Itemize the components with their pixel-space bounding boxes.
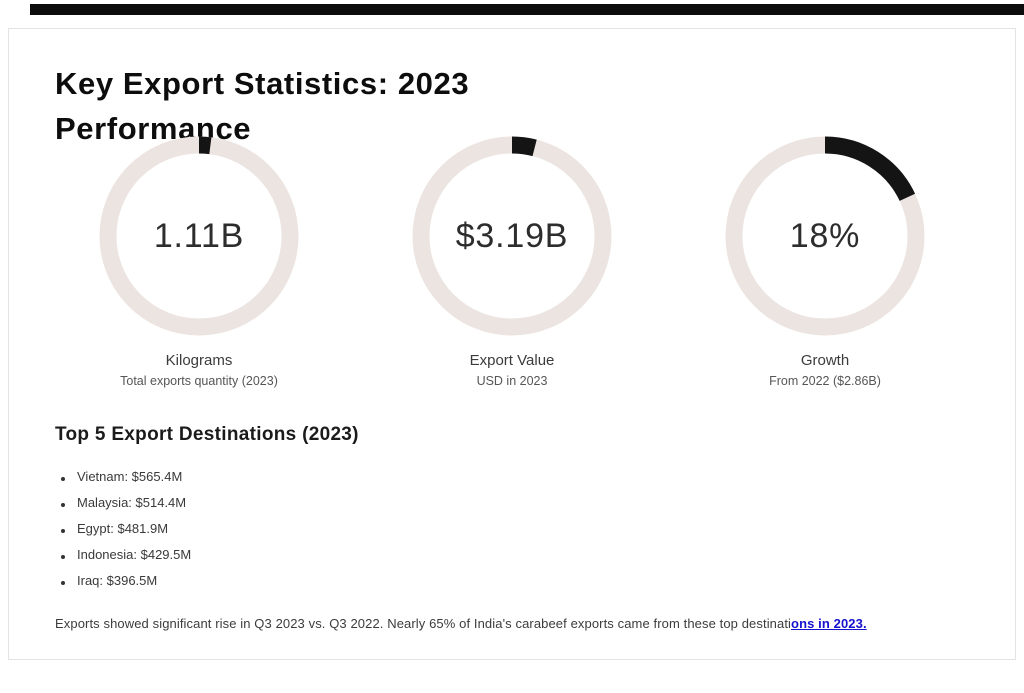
donut-ring-icon xyxy=(99,136,299,336)
donut-chart-export-value: $3.19B xyxy=(412,136,612,336)
stat-kilograms: 1.11B Kilograms Total exports quantity (… xyxy=(79,136,319,388)
donut-ring-icon xyxy=(412,136,612,336)
report-card: Key Export Statistics: 2023 Performance … xyxy=(8,28,1016,660)
footer-link[interactable]: ons in 2023. xyxy=(791,616,867,631)
list-item: Egypt: $481.9M xyxy=(55,516,969,542)
stat-label: Growth xyxy=(800,352,850,369)
donut-chart-kilograms: 1.11B xyxy=(99,136,299,336)
stat-sublabel: USD in 2023 xyxy=(476,374,548,388)
top-accent-bar xyxy=(30,4,1024,15)
list-item: Indonesia: $429.5M xyxy=(55,542,969,568)
stat-sublabel: Total exports quantity (2023) xyxy=(120,374,278,388)
list-item: Malaysia: $514.4M xyxy=(55,490,969,516)
footer-note: Exports showed significant rise in Q3 20… xyxy=(55,616,969,631)
donut-chart-growth: 18% xyxy=(725,136,925,336)
list-item: Iraq: $396.5M xyxy=(55,568,969,594)
page-title: Key Export Statistics: 2023 Performance xyxy=(55,61,969,151)
destinations-heading: Top 5 Export Destinations (2023) xyxy=(55,424,359,445)
page-title-line1: Key Export Statistics: 2023 xyxy=(55,66,470,101)
list-item: Vietnam: $565.4M xyxy=(55,464,969,490)
stat-value: 18% xyxy=(789,216,861,255)
stat-label: Kilograms xyxy=(165,352,233,369)
stat-growth: 18% Growth From 2022 ($2.86B) xyxy=(705,136,945,388)
stat-value: $3.19B xyxy=(455,216,569,255)
destinations-list: Vietnam: $565.4M Malaysia: $514.4M Egypt… xyxy=(55,464,969,594)
stat-sublabel: From 2022 ($2.86B) xyxy=(769,374,881,388)
stat-value: 1.11B xyxy=(153,216,245,255)
stat-export-value: $3.19B Export Value USD in 2023 xyxy=(392,136,632,388)
stat-label: Export Value xyxy=(469,352,555,369)
donut-ring-icon xyxy=(725,136,925,336)
stats-row: 1.11B Kilograms Total exports quantity (… xyxy=(55,136,969,388)
footer-note-text: Exports showed significant rise in Q3 20… xyxy=(55,616,792,631)
